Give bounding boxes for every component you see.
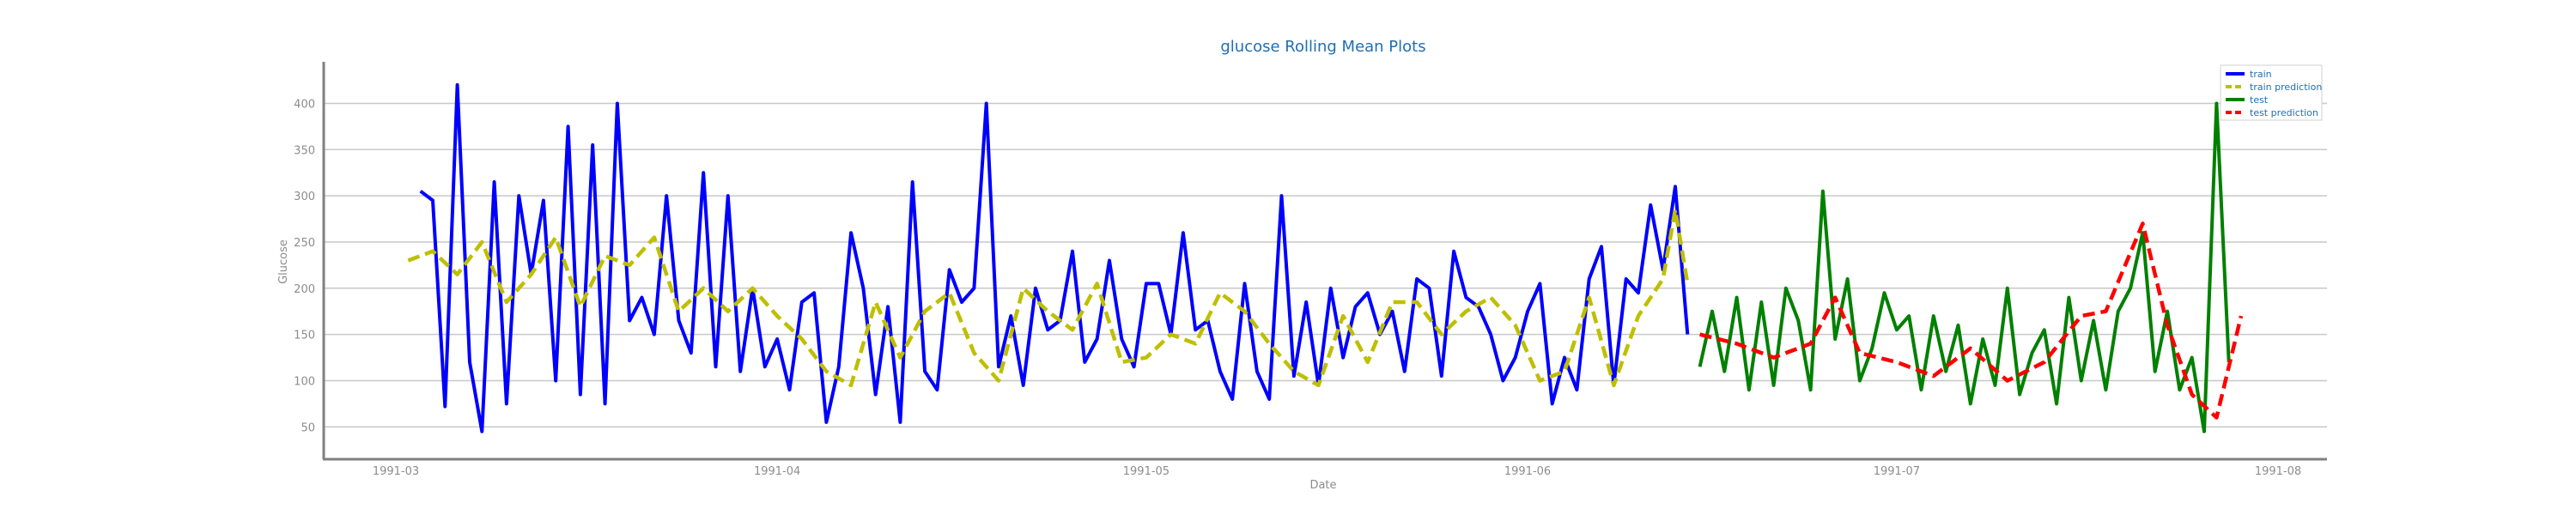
x-tick-label: 1991-08 <box>2255 465 2301 478</box>
x-tick-label: 1991-03 <box>373 465 419 478</box>
y-axis-title: Glucose <box>277 239 290 284</box>
x-axis-title: Date <box>1309 479 1336 492</box>
x-tick-label: 1991-07 <box>1874 465 1920 478</box>
y-tick-label: 100 <box>294 375 315 388</box>
legend-label: train prediction <box>2250 82 2322 93</box>
x-ticks: 1991-03 1991-04 1991-05 1991-06 1991-07 1991-… <box>373 465 2301 478</box>
y-tick-label: 250 <box>294 237 315 250</box>
chart-title: glucose Rolling Mean Plots <box>1220 38 1425 56</box>
x-tick-label: 1991-04 <box>754 465 800 478</box>
legend-label: test prediction <box>2250 107 2318 118</box>
x-tick-label: 1991-06 <box>1504 465 1551 478</box>
x-tick-label: 1991-05 <box>1123 465 1170 478</box>
y-tick-label: 200 <box>294 283 315 296</box>
y-tick-label: 150 <box>294 330 315 342</box>
y-tick-label: 350 <box>294 144 315 157</box>
series-lines <box>407 82 2244 433</box>
series-line-test <box>1698 101 2231 433</box>
y-tick-label: 300 <box>294 191 315 203</box>
series-line-test-prediction <box>1699 221 2244 420</box>
legend-label: train <box>2250 69 2272 80</box>
y-tick-label: 50 <box>301 421 315 434</box>
legend-label: test <box>2250 94 2269 106</box>
y-tick-label: 400 <box>294 98 315 111</box>
y-ticks: 50 100 150 200 250 300 350 400 <box>294 98 315 434</box>
series-line-train-prediction <box>407 208 1690 388</box>
